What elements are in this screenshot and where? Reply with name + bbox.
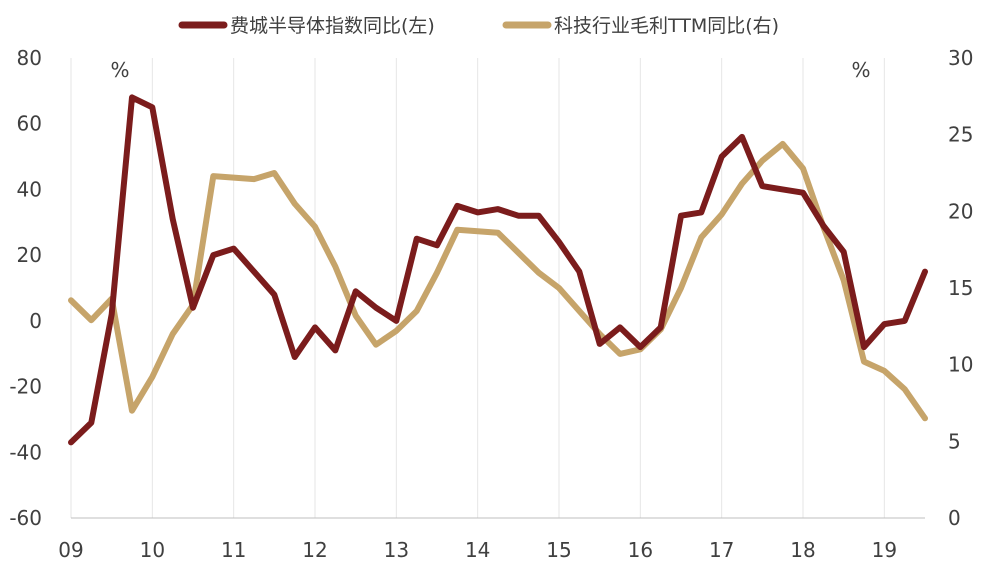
legend-label-tech-margin: 科技行业毛利TTM同比(右) (554, 15, 779, 37)
left-y-tick-label: -40 (9, 440, 42, 464)
right-unit-label: % (851, 58, 870, 82)
left-y-tick-label: 0 (29, 309, 42, 333)
x-tick-label: 10 (140, 538, 165, 562)
right-y-tick-label: 10 (948, 353, 973, 377)
right-y-tick-label: 5 (948, 429, 961, 453)
x-tick-label: 17 (709, 538, 734, 562)
left-y-tick-label: -20 (9, 375, 42, 399)
left-y-tick-label: 40 (17, 177, 42, 201)
series-line-tech-gross-margin (68, 140, 928, 422)
series-line-semiconductor-index (68, 94, 928, 446)
right-y-tick-label: 20 (948, 199, 973, 223)
x-axis: 09 10 11 12 13 14 15 16 17 18 19 (58, 538, 897, 562)
left-y-axis: 80 60 40 20 0 -20 -40 -60 (9, 46, 42, 530)
x-tick-label: 13 (384, 538, 409, 562)
right-y-tick-label: 30 (948, 46, 973, 70)
legend: 费城半导体指数同比(左) 科技行业毛利TTM同比(右) (178, 15, 779, 37)
right-y-tick-label: 25 (948, 123, 973, 147)
left-y-tick-label: 60 (17, 112, 42, 136)
x-tick-label: 14 (465, 538, 490, 562)
x-tick-label: 16 (628, 538, 653, 562)
left-y-tick-label: -60 (9, 506, 42, 530)
left-unit-label: % (110, 58, 129, 82)
left-y-tick-label: 20 (17, 243, 42, 267)
x-tick-label: 15 (546, 538, 571, 562)
left-y-tick-label: 80 (17, 46, 42, 70)
right-y-axis: 30 25 20 15 10 5 0 (948, 46, 973, 530)
right-y-tick-label: 0 (948, 506, 961, 530)
x-tick-label: 11 (221, 538, 246, 562)
gridlines (70, 58, 885, 518)
x-tick-label: 18 (790, 538, 815, 562)
series-lines (68, 94, 928, 446)
x-tick-label: 19 (872, 538, 897, 562)
right-y-tick-label: 15 (948, 276, 973, 300)
x-tick-label: 09 (58, 538, 83, 562)
legend-label-semiconductor: 费城半导体指数同比(左) (230, 15, 435, 37)
x-tick-label: 12 (302, 538, 327, 562)
